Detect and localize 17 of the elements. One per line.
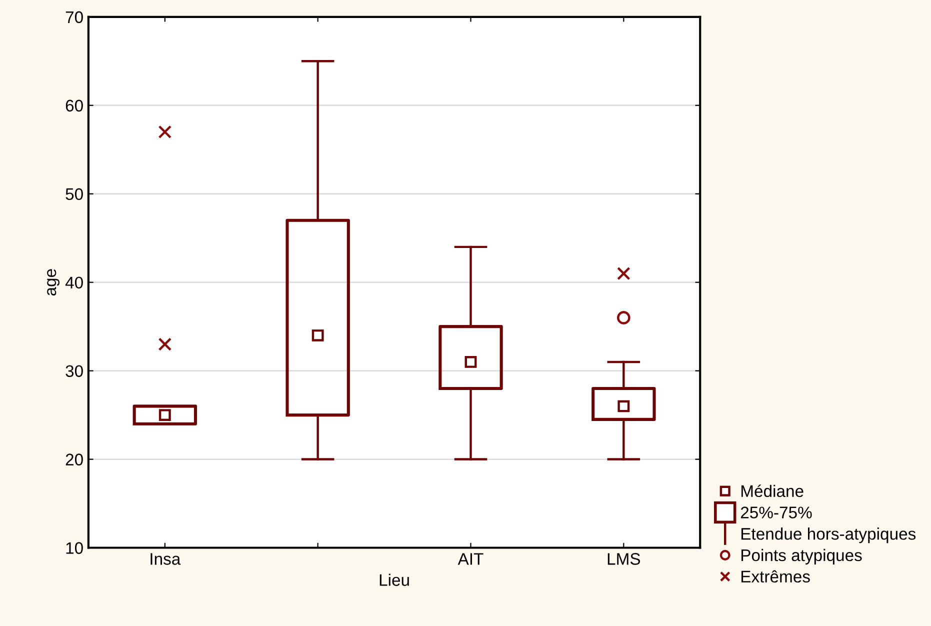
legend-label: 25%-75% — [740, 506, 812, 518]
y-tick-label: 60 — [66, 100, 83, 112]
text: Etendue hors-atypiques — [741, 528, 916, 544]
y-tick-label: 50 — [66, 188, 83, 200]
legend-label: Extrêmes — [741, 570, 810, 583]
x-tick-label: Insa — [150, 553, 181, 565]
y-tick-label: 70 — [66, 11, 83, 24]
text: Médiane — [741, 484, 804, 498]
x-tick-label: AIT — [458, 553, 484, 565]
y-axis-title: age — [47, 269, 60, 296]
x-tick-label: LMS — [608, 553, 640, 565]
legend-label: Points atypiques — [741, 548, 862, 564]
y-tick-label: 30 — [66, 365, 83, 378]
y-tick-label: 20 — [66, 454, 83, 466]
y-tick-label: 10 — [66, 542, 83, 554]
y-tick-label: 40 — [65, 276, 83, 289]
x-axis-title: Lieu — [380, 574, 409, 586]
